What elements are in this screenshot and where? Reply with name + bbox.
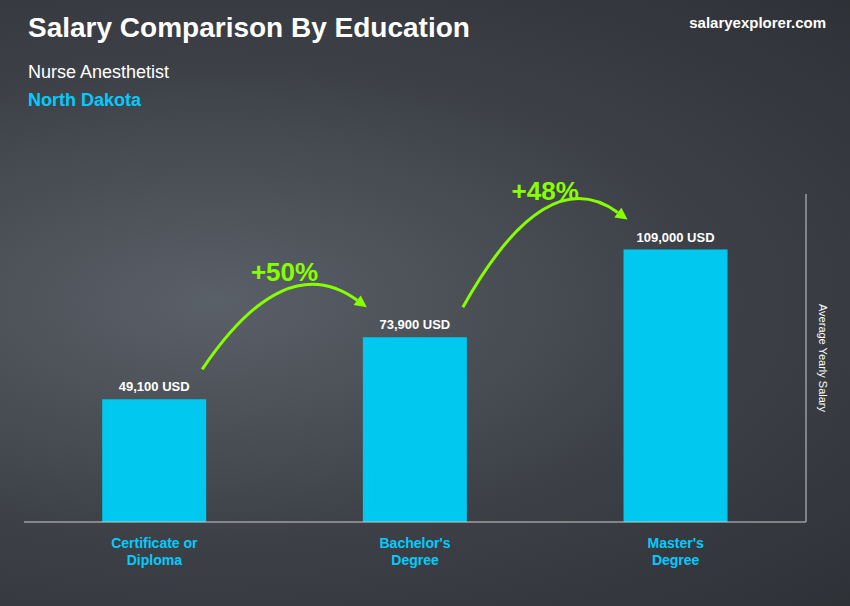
svg-text:Average Yearly Salary: Average Yearly Salary xyxy=(817,304,829,413)
html-text:Salary Comparison By Education: Salary Comparison By Education xyxy=(28,12,470,43)
svg-text:49,100 USD: 49,100 USD xyxy=(119,379,190,394)
svg-text:+48%: +48% xyxy=(512,176,579,206)
html-text:salaryexplorer.com: salaryexplorer.com xyxy=(689,14,826,31)
html-text:North Dakota: North Dakota xyxy=(28,90,141,110)
svg-text:Certificate orDiploma: Certificate orDiploma xyxy=(111,535,198,568)
svg-text:+50%: +50% xyxy=(251,257,318,287)
svg-text:109,000 USD: 109,000 USD xyxy=(637,230,715,245)
html-text:Nurse Anesthetist: Nurse Anesthetist xyxy=(28,62,170,82)
svg-text:Master'sDegree: Master'sDegree xyxy=(648,535,704,568)
svg-text:Bachelor'sDegree: Bachelor'sDegree xyxy=(379,535,450,568)
svg-text:73,900 USD: 73,900 USD xyxy=(379,317,450,332)
